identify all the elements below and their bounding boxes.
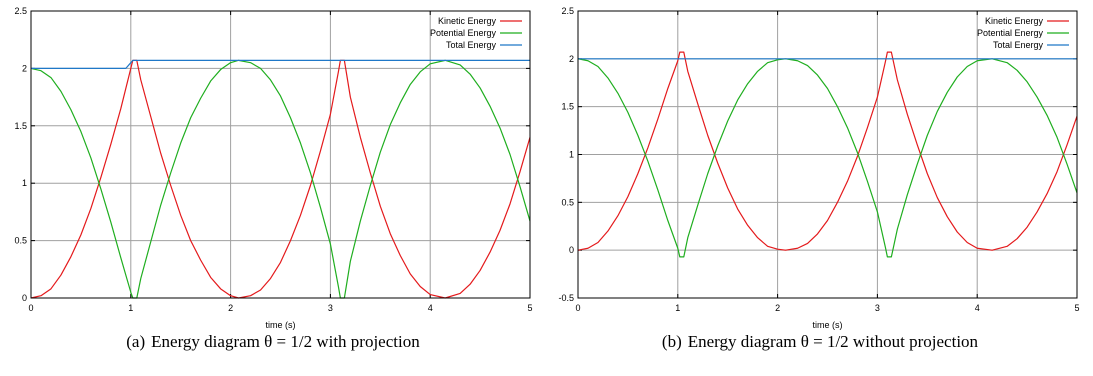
potential-energy-line (30, 59, 531, 299)
caption-label: (b) (661, 332, 682, 351)
chart-panel-b: -0.5 0 0.5 1 1.5 2 2.5 0 1 2 3 4 5 time (s) Kinetic En… (547, 0, 1093, 376)
y-tick-label: 2.5 (561, 6, 574, 16)
energy-chart-with-projection: 0 0.5 1 1.5 2 2.5 0 1 2 3 4 5 time (s) Kinetic Energy… (14, 6, 532, 330)
y-tick-label: 1.5 (14, 121, 27, 131)
y-tick-label: 0.5 (14, 236, 27, 246)
legend-label: Kinetic Energy (985, 16, 1044, 26)
y-tick-label: 0 (569, 245, 574, 255)
y-tick-label: 2 (22, 63, 27, 73)
caption-text: Energy diagram θ = 1/2 without projectio… (687, 332, 979, 351)
legend-label: Potential Energy (977, 28, 1044, 38)
plot-frame (30, 10, 531, 299)
x-tick-label: 5 (527, 303, 532, 313)
x-tick-label: 1 (675, 303, 680, 313)
y-tick-label: 0 (22, 293, 27, 303)
y-tick-label: 1.5 (561, 102, 574, 112)
x-tick-label: 1 (128, 303, 133, 313)
x-axis-title: time (s) (266, 320, 296, 330)
x-tick-label: 0 (575, 303, 580, 313)
legend-label: Total Energy (993, 40, 1044, 50)
x-axis-title: time (s) (813, 320, 843, 330)
x-tick-label: 3 (328, 303, 333, 313)
caption-a: (a) Energy diagram θ = 1/2 with projectio… (0, 332, 546, 352)
potential-energy-line (577, 58, 1078, 258)
chart-panel-a: 0 0.5 1 1.5 2 2.5 0 1 2 3 4 5 time (s) Kinetic Energy… (0, 0, 546, 376)
y-tick-label: -0.5 (558, 293, 574, 303)
kinetic-energy-line (30, 59, 531, 299)
legend-label: Kinetic Energy (438, 16, 497, 26)
x-tick-label: 5 (1074, 303, 1079, 313)
total-energy-line (31, 59, 530, 69)
y-tick-label: 1 (569, 150, 574, 160)
caption-b: (b) Energy diagram θ = 1/2 without projec… (547, 332, 1093, 352)
legend-label: Potential Energy (430, 28, 497, 38)
caption-text: Energy diagram θ = 1/2 with projection (151, 332, 420, 351)
x-tick-label: 4 (975, 303, 980, 313)
y-tick-label: 1 (22, 178, 27, 188)
x-tick-label: 3 (875, 303, 880, 313)
plot-frame (577, 10, 1078, 299)
x-tick-label: 4 (428, 303, 433, 313)
caption-label: (a) (126, 332, 146, 351)
y-tick-label: 2 (569, 54, 574, 64)
y-tick-label: 0.5 (561, 197, 574, 207)
legend-label: Total Energy (446, 40, 497, 50)
x-tick-label: 0 (28, 303, 33, 313)
x-tick-label: 2 (228, 303, 233, 313)
x-tick-label: 2 (775, 303, 780, 313)
kinetic-energy-line (577, 51, 1078, 251)
y-tick-label: 2.5 (14, 6, 27, 16)
